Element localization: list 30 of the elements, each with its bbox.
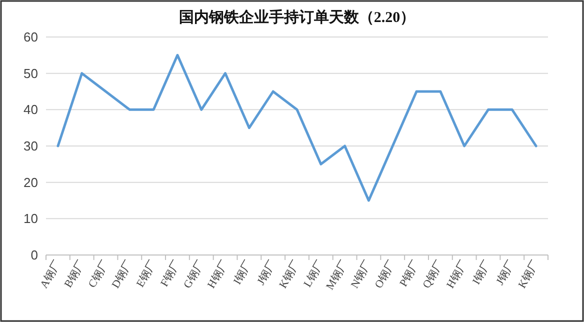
x-tick-label: I钢厂 — [232, 258, 255, 287]
x-tick-label: K钢厂 — [277, 258, 303, 290]
y-tick-label: 20 — [24, 174, 38, 190]
y-tick-label: 10 — [24, 211, 38, 226]
x-tick-label: G钢厂 — [182, 258, 207, 290]
x-tick-label: J钢厂 — [255, 258, 279, 288]
x-tick-label: N钢厂 — [348, 258, 374, 290]
x-tick-label: P钢厂 — [398, 258, 422, 289]
x-tick-label: D钢厂 — [110, 258, 136, 290]
x-tick-label: H钢厂 — [206, 258, 231, 290]
x-tick-label: Q钢厂 — [420, 258, 446, 290]
y-tick-label: 0 — [30, 248, 38, 262]
y-tick-label: 40 — [24, 102, 38, 118]
x-tick-label: E钢厂 — [134, 258, 160, 290]
x-tick-label: B钢厂 — [62, 258, 88, 290]
x-tick-label: L钢厂 — [302, 258, 327, 290]
x-tick-label: M钢厂 — [324, 258, 350, 292]
x-tick-label: K钢厂 — [516, 258, 542, 290]
x-tick-label: H钢厂 — [444, 258, 470, 290]
line-series — [56, 54, 538, 202]
y-tick-label: 30 — [24, 138, 38, 154]
x-tick-label: O钢厂 — [372, 258, 398, 290]
x-tick-label: C钢厂 — [86, 258, 112, 290]
x-tick-label: J钢厂 — [494, 258, 518, 288]
x-tick-label: A钢厂 — [38, 258, 64, 290]
y-tick-label: 60 — [24, 30, 38, 44]
chart-title: 国内钢铁企业手持订单天数（2.20） — [178, 9, 416, 26]
x-tick-label: I钢厂 — [470, 258, 494, 287]
x-tick-label: F钢厂 — [158, 258, 184, 289]
y-tick-label: 50 — [24, 66, 38, 81]
